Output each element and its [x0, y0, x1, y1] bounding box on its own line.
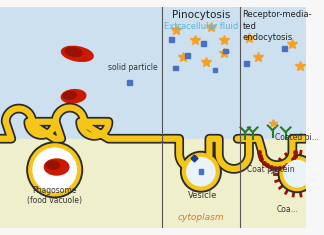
Ellipse shape	[46, 161, 59, 169]
Bar	[0, 139, 162, 228]
Circle shape	[284, 161, 310, 187]
Ellipse shape	[62, 46, 93, 61]
Circle shape	[280, 157, 314, 191]
Text: Coat protein: Coat protein	[247, 165, 295, 174]
Bar	[162, 7, 239, 139]
Text: Extracellular fluid: Extracellular fluid	[164, 22, 238, 31]
Text: Receptor-media-
ted
endocytosis: Receptor-media- ted endocytosis	[242, 10, 312, 42]
Bar	[213, 67, 217, 72]
Bar	[169, 37, 174, 42]
Text: Coated pi...: Coated pi...	[275, 133, 319, 142]
Ellipse shape	[65, 47, 82, 56]
Circle shape	[27, 142, 83, 198]
Bar	[127, 80, 132, 85]
Ellipse shape	[61, 90, 86, 103]
Bar	[0, 7, 162, 139]
Bar	[223, 49, 228, 53]
Bar	[173, 66, 178, 70]
Text: Phagosome
(food vacuole): Phagosome (food vacuole)	[27, 186, 82, 205]
Ellipse shape	[44, 159, 69, 175]
Text: Pinocytosis: Pinocytosis	[172, 10, 230, 20]
Ellipse shape	[63, 92, 76, 99]
Bar	[185, 53, 190, 58]
Bar	[239, 139, 306, 228]
Circle shape	[29, 144, 81, 196]
Text: Vesicle: Vesicle	[188, 191, 217, 200]
Bar	[244, 61, 249, 66]
Circle shape	[182, 153, 219, 190]
Circle shape	[180, 151, 221, 192]
Bar	[201, 41, 206, 46]
Circle shape	[187, 158, 215, 186]
Bar	[282, 46, 287, 51]
Text: cytoplasm: cytoplasm	[178, 212, 224, 222]
Circle shape	[33, 148, 76, 192]
Text: Coa...: Coa...	[277, 205, 298, 214]
Text: solid particle: solid particle	[109, 63, 158, 72]
Bar	[199, 169, 203, 174]
Bar	[162, 139, 239, 228]
Circle shape	[278, 155, 316, 192]
Bar	[239, 7, 306, 139]
